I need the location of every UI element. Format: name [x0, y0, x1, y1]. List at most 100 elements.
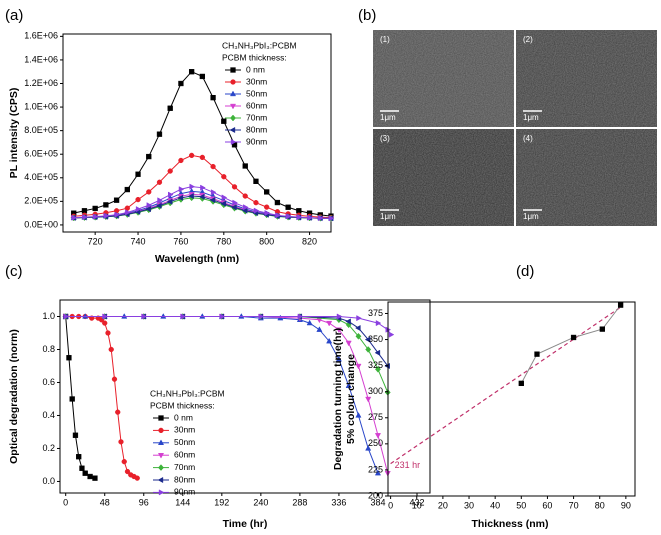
marker — [135, 171, 141, 177]
marker — [534, 351, 540, 357]
legend-marker — [230, 79, 236, 85]
x-tick-label: 20 — [438, 500, 448, 510]
marker — [199, 73, 206, 80]
y-tick-label: 300 — [368, 386, 383, 396]
x-tick-label: 96 — [139, 497, 149, 507]
legend-marker — [157, 439, 165, 445]
legend-subtitle: PCBM thickness: — [222, 52, 287, 62]
marker — [156, 179, 163, 185]
x-tick-label: 384 — [370, 497, 385, 507]
legend-label: 50nm — [174, 437, 195, 447]
y-tick-label: 200 — [368, 490, 383, 500]
marker — [345, 382, 352, 388]
series-line — [65, 315, 138, 479]
marker — [253, 200, 259, 206]
legend-marker — [158, 427, 164, 434]
legend-marker — [230, 114, 236, 122]
marker — [242, 193, 248, 199]
x-tick-label: 30 — [464, 500, 474, 510]
y-tick-label: 1.0 — [42, 311, 55, 321]
marker — [326, 320, 333, 327]
marker — [221, 194, 228, 201]
marker — [92, 213, 99, 220]
marker — [157, 197, 163, 204]
marker — [221, 118, 227, 124]
marker — [210, 163, 216, 170]
legend-marker — [229, 126, 236, 134]
marker — [264, 209, 271, 217]
x-tick-label: 240 — [253, 497, 268, 507]
x-tick-label: 820 — [302, 236, 317, 246]
micrograph-label: (2) — [523, 35, 533, 44]
y-tick-label: 2.0E+05 — [24, 196, 58, 206]
scale-bar-label: 1μm — [523, 113, 539, 122]
plot-frame — [59, 299, 431, 494]
marker — [617, 302, 624, 308]
marker — [274, 199, 281, 206]
legend-title: CH₃NH₃PbI₃:PCBM — [222, 40, 297, 50]
x-tick-label: 288 — [292, 497, 307, 507]
marker — [210, 189, 217, 196]
legend-label: 70nm — [246, 112, 267, 122]
y-tick-label: 0.4 — [42, 410, 55, 420]
legend-label: 0 nm — [246, 64, 265, 74]
y-tick-label: 0.2 — [42, 443, 55, 453]
marker — [125, 209, 131, 216]
marker — [335, 327, 342, 334]
marker — [108, 346, 114, 353]
marker — [318, 215, 324, 222]
marker — [355, 363, 362, 370]
marker — [121, 459, 127, 465]
marker — [180, 313, 187, 320]
y-tick-label: 1.6E+06 — [24, 31, 58, 41]
marker — [306, 319, 313, 326]
micrograph-label: (4) — [523, 134, 533, 143]
marker — [103, 212, 110, 219]
marker — [105, 330, 111, 336]
marker — [209, 196, 216, 204]
marker — [365, 445, 372, 451]
y-axis-label: PL intensity (CPS) — [8, 88, 20, 179]
y-tick-label: 225 — [368, 464, 383, 474]
legend-label: 70nm — [174, 462, 195, 472]
y-tick-label: 275 — [368, 412, 383, 422]
marker — [76, 454, 82, 460]
y-tick-label: 1.2E+06 — [24, 78, 58, 88]
x-tick-label: 48 — [100, 497, 110, 507]
marker — [296, 208, 302, 214]
y-tick-label: 375 — [368, 308, 383, 318]
marker — [570, 334, 577, 341]
legend-label: 50nm — [246, 88, 267, 98]
marker — [188, 69, 195, 75]
marker — [364, 336, 371, 343]
micrograph-label: (1) — [380, 35, 390, 44]
marker — [167, 105, 173, 111]
legend-subtitle: PCBM thickness: — [150, 400, 215, 410]
marker — [335, 355, 342, 362]
x-tick-label: 192 — [214, 497, 229, 507]
marker — [72, 432, 79, 438]
marker — [199, 154, 206, 161]
marker — [336, 313, 343, 320]
marker — [374, 349, 381, 356]
legend-label: 30nm — [246, 76, 267, 86]
legend-label: 80nm — [174, 474, 195, 484]
marker — [231, 184, 238, 190]
marker — [141, 313, 148, 320]
marker — [365, 396, 372, 403]
marker — [200, 184, 206, 191]
x-tick-label: 90 — [621, 500, 631, 510]
y-tick-label: 0.6 — [42, 377, 55, 387]
legend-title: CH₃NH₃PbI₃:PCBM — [150, 388, 225, 398]
marker — [188, 152, 195, 159]
y-tick-label: 4.0E+05 — [24, 172, 58, 182]
marker — [326, 337, 333, 344]
x-axis-label: Thickness (nm) — [471, 518, 548, 530]
marker — [374, 469, 382, 476]
marker — [599, 326, 605, 332]
panel-label: (b) — [358, 7, 376, 24]
marker — [232, 199, 238, 206]
marker — [307, 214, 313, 221]
marker — [345, 340, 352, 347]
scale-bar-label: 1μm — [380, 113, 396, 122]
